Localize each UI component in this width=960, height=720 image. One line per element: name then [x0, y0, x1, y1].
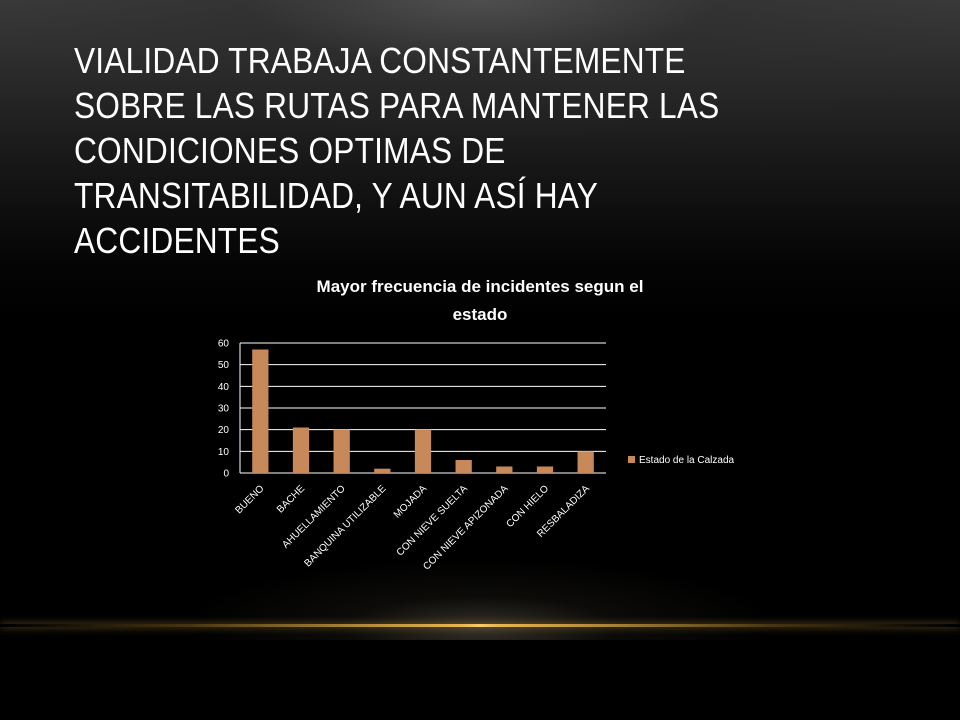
y-tick-label: 20	[218, 425, 230, 436]
y-tick-label: 10	[218, 447, 230, 458]
bar	[414, 429, 432, 473]
bar	[252, 349, 269, 473]
bar	[577, 451, 594, 473]
y-axis-ticks: 0 10 20 30 40 50 60	[218, 339, 230, 480]
x-tick-label: CON NIEVE SUELTA	[395, 483, 470, 558]
bar	[333, 429, 350, 473]
y-tick-label: 60	[218, 339, 230, 350]
legend: Estado de la Calzada	[628, 455, 735, 466]
accent-line	[0, 624, 960, 627]
bar-chart: Mayor frecuencia de incidentes segun el …	[218, 277, 735, 572]
x-tick-label: BACHE	[275, 483, 307, 515]
x-tick-label: MOJADA	[392, 483, 429, 520]
legend-swatch	[628, 456, 635, 463]
chart-title: Mayor frecuencia de incidentes segun el …	[317, 277, 644, 324]
bar	[374, 468, 391, 473]
floor-glow	[0, 520, 960, 640]
legend-label: Estado de la Calzada	[639, 455, 735, 466]
bar	[536, 466, 554, 473]
slide-title: VIALIDAD TRABAJA CONSTANTEMENTE SOBRE LA…	[74, 40, 720, 261]
x-tick-label: CON NIEVE APIZONADA	[421, 483, 510, 572]
bar	[455, 460, 472, 473]
x-tick-label: BANQUINA UTILIZABLE	[302, 483, 388, 569]
chart-title-line-2: estado	[453, 305, 508, 324]
y-tick-label: 40	[218, 382, 230, 393]
chart-container: Mayor frecuencia de incidentes segun el …	[200, 265, 780, 605]
bars	[252, 349, 594, 473]
y-tick-label: 50	[218, 360, 230, 371]
y-tick-label: 0	[223, 469, 229, 480]
x-tick-label: BUENO	[234, 483, 267, 516]
bar	[496, 466, 513, 473]
chart-title-line-1: Mayor frecuencia de incidentes segun el	[317, 277, 644, 296]
bar	[292, 427, 310, 473]
y-tick-label: 30	[218, 404, 230, 415]
